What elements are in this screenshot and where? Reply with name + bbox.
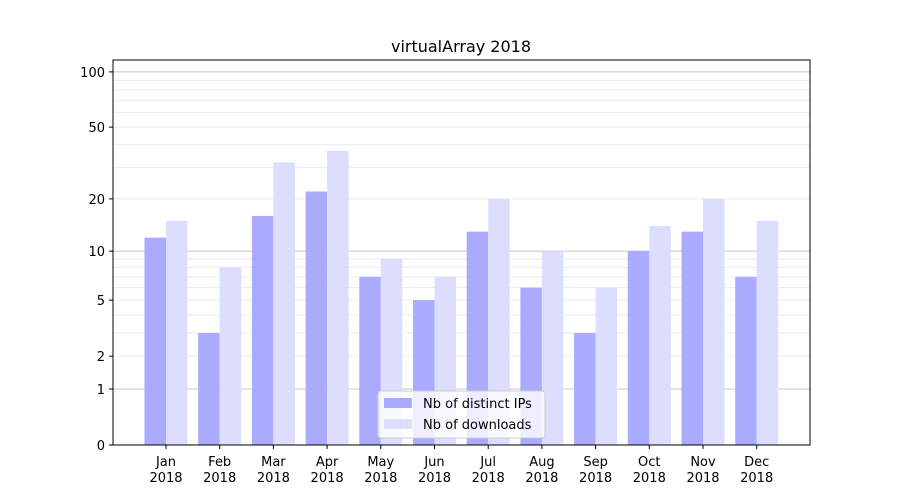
y-tick-label: 50 <box>88 121 105 136</box>
x-tick-label: Feb <box>208 455 231 470</box>
bar-downloads <box>595 287 618 445</box>
x-tick-label: Jan <box>155 455 176 470</box>
plot-frame <box>112 59 811 446</box>
legend-label: Nb of downloads <box>423 418 532 433</box>
legend-swatch <box>384 398 412 408</box>
legend-swatch <box>384 419 412 429</box>
y-tick-label: 100 <box>80 66 105 81</box>
bar-downloads <box>541 251 564 445</box>
x-tick-label: 2018 <box>579 471 612 486</box>
bar-ips <box>627 251 650 445</box>
x-tick-label: 2018 <box>418 471 451 486</box>
bar-ips <box>574 332 596 445</box>
bar-downloads <box>219 267 242 445</box>
x-tick-label: 2018 <box>686 471 719 486</box>
x-tick-label: 2018 <box>472 471 505 486</box>
bar-ips <box>305 191 328 445</box>
x-tick-label: Sep <box>583 455 608 470</box>
bar-downloads <box>488 198 510 445</box>
x-tick-label: Apr <box>316 455 339 470</box>
chart-title: virtualArray 2018 <box>391 37 531 56</box>
y-tick-label: 20 <box>88 193 105 208</box>
x-tick-label: Aug <box>529 455 554 470</box>
bar-ips <box>359 276 381 445</box>
x-tick-label: Jun <box>423 455 444 470</box>
x-tick-label: 2018 <box>740 471 773 486</box>
x-tick-label: 2018 <box>525 471 558 486</box>
x-tick-label: Jul <box>479 455 496 470</box>
legend-box <box>377 390 546 439</box>
y-tick-label: 1 <box>97 383 105 398</box>
x-tick-label: 2018 <box>633 471 666 486</box>
x-tick-label: 2018 <box>311 471 344 486</box>
x-tick-label: 2018 <box>364 471 397 486</box>
x-tick-label: May <box>367 455 394 470</box>
y-tick-label: 2 <box>97 350 105 365</box>
y-tick-label: 0 <box>97 439 105 454</box>
bar-downloads <box>327 150 349 445</box>
y-tick-label: 10 <box>88 245 105 260</box>
x-tick-label: Mar <box>261 455 286 470</box>
y-tick-label: 5 <box>97 294 105 309</box>
bar-ips <box>735 276 757 445</box>
legend-label: Nb of distinct IPs <box>423 397 532 412</box>
x-tick-label: Nov <box>690 455 716 470</box>
bar-ips <box>198 332 220 445</box>
bar-downloads <box>703 198 725 445</box>
bar-downloads <box>273 162 295 445</box>
bar-downloads <box>756 220 779 445</box>
x-tick-label: 2018 <box>257 471 290 486</box>
bar-ips <box>251 215 274 445</box>
x-tick-label: Dec <box>744 455 769 470</box>
bar-downloads <box>166 220 188 445</box>
x-tick-label: 2018 <box>149 471 182 486</box>
x-tick-label: 2018 <box>203 471 236 486</box>
bar-ips <box>144 237 166 445</box>
bar-downloads <box>649 226 671 445</box>
bar-ips <box>681 231 703 445</box>
x-tick-label: Oct <box>638 455 660 470</box>
